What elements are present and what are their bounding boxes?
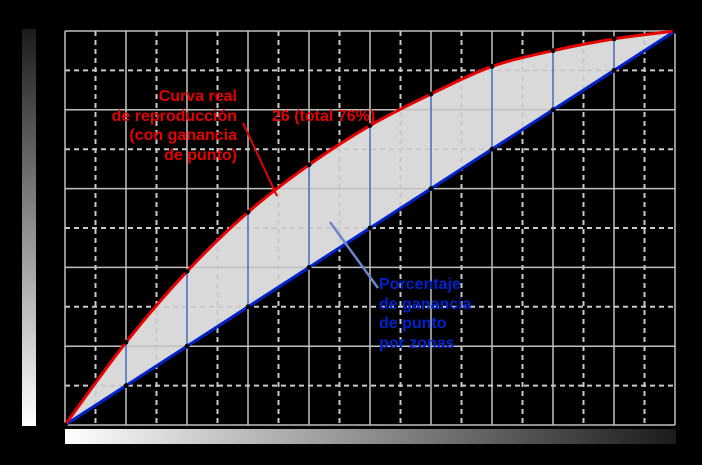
red-leader-line bbox=[242, 122, 278, 197]
reproduction-curve bbox=[63, 29, 677, 427]
gain-connectors bbox=[125, 38, 615, 386]
tone-ramp-horizontal bbox=[65, 429, 676, 444]
curve-label-line2: de reproducción bbox=[111, 107, 237, 125]
tone-ramp-vertical bbox=[22, 29, 36, 426]
zones-label-line1: Porcentaje bbox=[379, 276, 461, 293]
grid-lines bbox=[64, 30, 676, 426]
curve-label-line4: de punto) bbox=[164, 146, 237, 164]
data-point-dots bbox=[62, 28, 678, 428]
zones-gain-label: Porcentaje de ganancia de punto por zona… bbox=[379, 275, 471, 353]
zones-label-line2: de ganancia bbox=[379, 295, 472, 313]
reproduction-curve-label: Curva real de reproducción (con ganancia… bbox=[112, 87, 237, 165]
curve-label-line3: (con ganancia bbox=[129, 127, 237, 144]
curve-label-line1: Curva real bbox=[158, 88, 237, 105]
blue-leader-line bbox=[328, 221, 380, 289]
zones-label-line3: de punto bbox=[379, 315, 447, 332]
gain-annotation-label: 26 (total 76%) bbox=[272, 108, 376, 125]
zones-label-line4: por zonas bbox=[379, 334, 455, 352]
